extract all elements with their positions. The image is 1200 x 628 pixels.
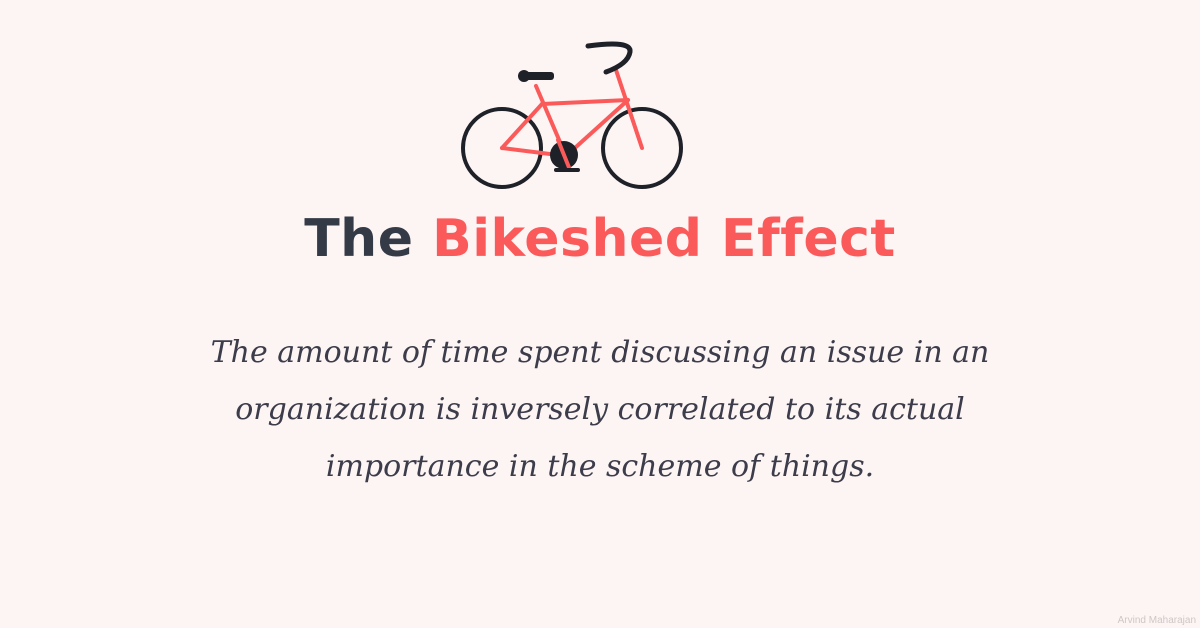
- frame-down-tube: [564, 98, 630, 158]
- page-title: The Bikeshed Effect: [0, 204, 1200, 274]
- bicycle-icon: [461, 41, 683, 189]
- quote-line: The amount of time spent discussing an i…: [210, 335, 990, 370]
- quote-line: importance in the scheme of things.: [325, 449, 875, 484]
- fork: [614, 68, 644, 150]
- saddle: [524, 72, 554, 80]
- bicycle-illustration: [456, 36, 688, 196]
- frame-top-tube: [540, 98, 630, 106]
- rear-wheel: [461, 107, 543, 189]
- title-plain: The: [304, 209, 414, 269]
- crank-arm: [556, 138, 572, 172]
- quote-text: The amount of time spent discussing an i…: [180, 324, 1020, 495]
- front-wheel: [601, 107, 683, 189]
- author-credit: Arvind Maharajan: [1117, 615, 1196, 626]
- pedal: [554, 168, 580, 172]
- quote-line: organization is inversely correlated to …: [235, 392, 965, 427]
- handlebar: [585, 41, 633, 75]
- title-accent: Bikeshed Effect: [432, 209, 896, 269]
- frame-seatstay: [500, 102, 544, 150]
